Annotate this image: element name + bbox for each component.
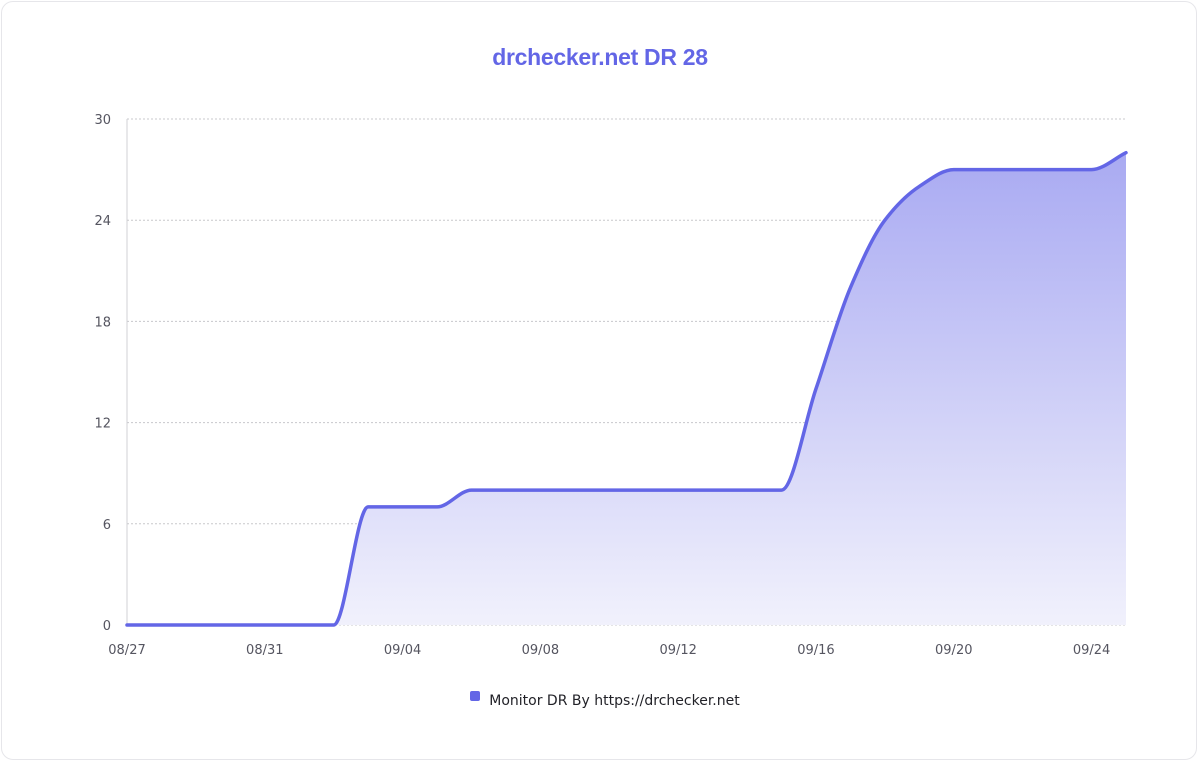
legend-label: Monitor DR By https://drchecker.net	[489, 693, 740, 709]
x-tick-label: 09/12	[659, 643, 696, 658]
x-tick-label: 08/27	[108, 643, 145, 658]
x-tick-label: 09/16	[797, 643, 834, 658]
legend[interactable]: Monitor DR By https://drchecker.net	[0, 689, 1200, 709]
series-line[interactable]	[125, 150, 1128, 627]
y-tick-label: 12	[94, 417, 111, 432]
y-tick-label: 30	[94, 113, 111, 128]
area-fill	[127, 152, 1126, 625]
x-tick-label: 09/20	[935, 643, 972, 658]
x-tick-label: 09/08	[522, 643, 559, 658]
x-tick-label: 09/24	[1073, 643, 1110, 658]
y-tick-label: 6	[103, 518, 111, 533]
legend-swatch-icon	[470, 691, 481, 701]
x-axis: 08/27 08/31 09/04 09/08 09/12 09/16 09/20 09/24	[108, 643, 1110, 658]
chart-title: drchecker.net DR 28	[492, 44, 708, 70]
y-tick-label: 0	[103, 619, 111, 634]
x-tick-label: 09/04	[384, 643, 421, 658]
y-tick-label: 18	[94, 315, 111, 330]
x-tick-label: 08/31	[246, 643, 283, 658]
y-axis: 0 6 12 18 24 30	[94, 113, 128, 634]
y-tick-label: 24	[94, 214, 111, 229]
